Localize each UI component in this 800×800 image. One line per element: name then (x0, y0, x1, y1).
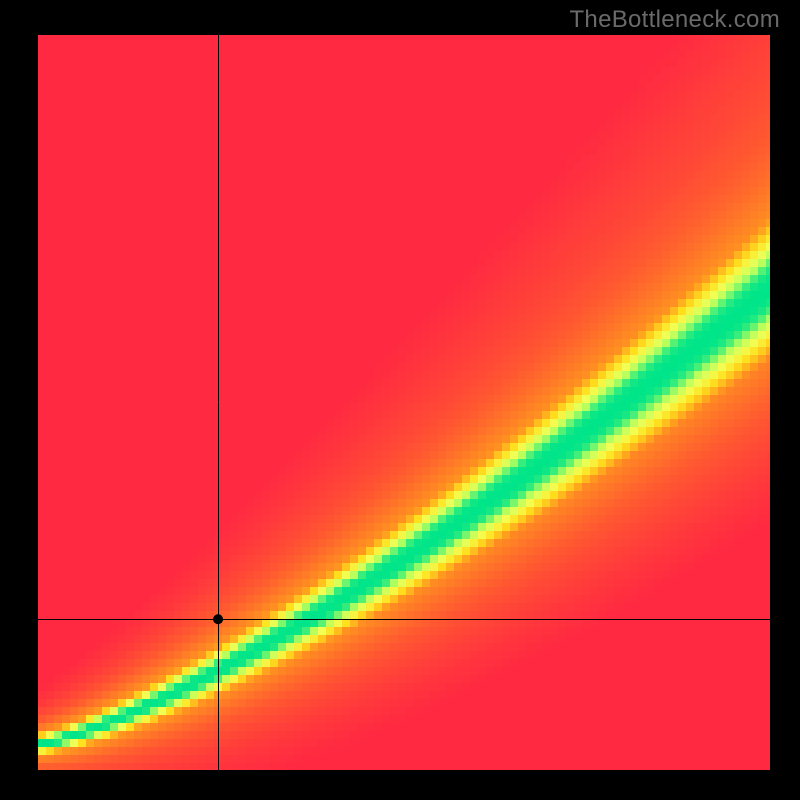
chart-container: TheBottleneck.com (0, 0, 800, 800)
watermark-text: TheBottleneck.com (569, 6, 780, 34)
bottleneck-heatmap (0, 0, 800, 800)
